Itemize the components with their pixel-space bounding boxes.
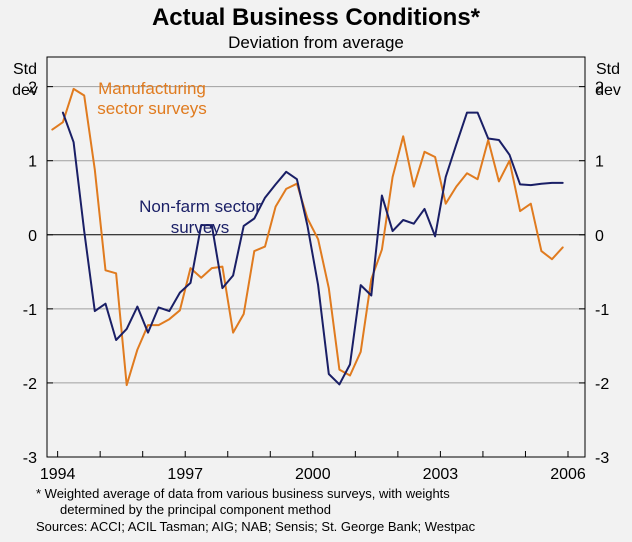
plot-frame	[46, 56, 586, 458]
x-tick-label: 2006	[550, 466, 586, 483]
sources-note: Sources: ACCI; ACIL Tasman; AIG; NAB; Se…	[36, 519, 476, 534]
y-tick-label-right: -3	[595, 450, 609, 467]
y-tick-label-left: -2	[23, 376, 37, 393]
chart-subtitle: Deviation from average	[228, 33, 404, 52]
y-tick-label-right: -2	[595, 376, 609, 393]
series-line-manufacturing	[51, 87, 564, 387]
footnote-line1: * Weighted average of data from various …	[36, 486, 450, 501]
y-tick-label-left: -3	[23, 450, 37, 467]
y-tick-label-left: -1	[23, 302, 37, 319]
footnote-line2: determined by the principal component me…	[60, 502, 331, 517]
series-line-nonfarm	[61, 111, 564, 386]
y-tick-label-right: 2	[595, 80, 604, 97]
series-label-manufacturing-line2: sector surveys	[97, 99, 207, 118]
y-tick-label-right: -1	[595, 302, 609, 319]
y-tick-label-left: 1	[28, 154, 37, 171]
y-axis-label-right-line1: Std	[596, 61, 620, 78]
y-tick-label-right: 0	[595, 228, 604, 245]
x-tick-label: 1994	[40, 466, 76, 483]
chart-title: Actual Business Conditions*	[152, 4, 481, 31]
y-axis-label-left-line1: Std	[13, 61, 37, 78]
x-tick-label: 2000	[295, 466, 331, 483]
y-axis-label-right-line2: dev	[595, 82, 621, 99]
x-tick-label: 2003	[423, 466, 459, 483]
series-label-manufacturing-line1: Manufacturing	[98, 79, 206, 98]
series-layer	[51, 87, 564, 387]
y-tick-label-right: 1	[595, 154, 604, 171]
series-label-nonfarm-line1: Non-farm sector	[139, 197, 261, 216]
series-label-nonfarm-line2: surveys	[171, 218, 230, 237]
x-tick-label: 1997	[167, 466, 203, 483]
y-tick-label-left: 2	[28, 80, 37, 97]
y-axis-label-left-line2: dev	[12, 82, 38, 99]
y-tick-label-left: 0	[28, 228, 37, 245]
